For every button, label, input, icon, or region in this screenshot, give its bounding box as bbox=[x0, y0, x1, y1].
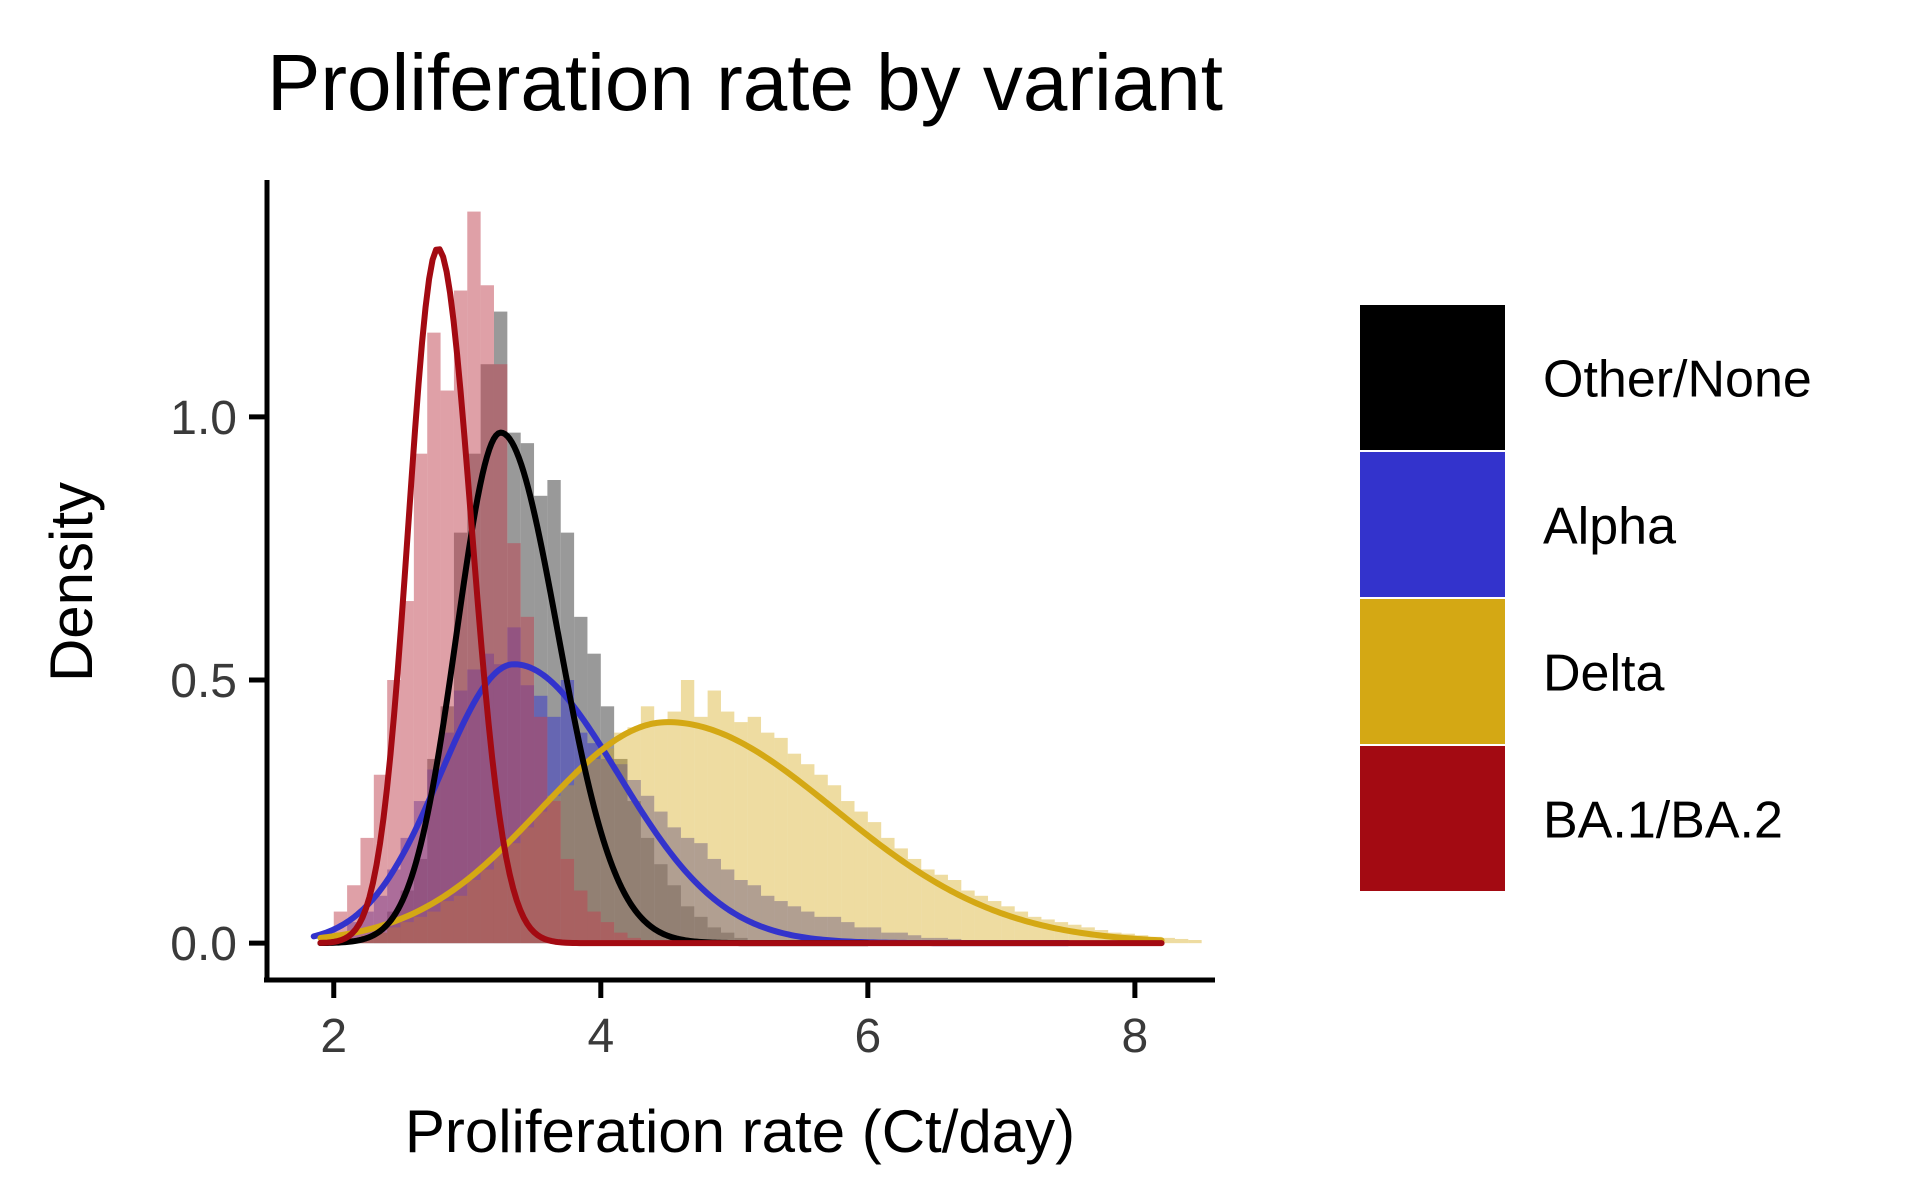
histogram-bar bbox=[907, 935, 922, 944]
histogram-bar bbox=[854, 811, 868, 944]
histogram-bar bbox=[694, 716, 708, 944]
histogram-bar bbox=[1174, 938, 1189, 944]
histogram-bar bbox=[814, 774, 828, 944]
density-curve-ba-1-ba-2 bbox=[317, 246, 1165, 947]
histogram-bar bbox=[747, 885, 762, 944]
histogram-bar bbox=[894, 848, 908, 944]
histogram-bar bbox=[520, 616, 535, 944]
histogram-bar bbox=[694, 843, 708, 944]
legend-label-ba-1-ba-2: BA.1/BA.2 bbox=[1543, 792, 1783, 850]
chart-title: Proliferation rate by variant bbox=[267, 38, 1223, 127]
legend-label-other-none: Other/None bbox=[1543, 351, 1812, 409]
histogram-bar bbox=[440, 390, 454, 944]
histogram-bar bbox=[787, 753, 802, 944]
histogram-bar bbox=[587, 911, 601, 944]
histogram-bar bbox=[640, 795, 655, 944]
histogram-bar bbox=[801, 764, 815, 944]
histogram-bar bbox=[907, 858, 922, 944]
histogram-bar bbox=[934, 874, 948, 944]
legend-label-delta: Delta bbox=[1543, 645, 1664, 703]
histogram-bar bbox=[747, 716, 762, 944]
histogram-bar bbox=[1161, 937, 1175, 944]
density-curve-delta bbox=[317, 719, 1165, 944]
histogram-bar bbox=[881, 932, 895, 944]
x-ticks: 2 4 6 8 bbox=[320, 980, 1148, 1063]
x-axis-title: Proliferation rate (Ct/day) bbox=[405, 1098, 1075, 1165]
histogram-bar bbox=[720, 711, 735, 944]
histogram-bar bbox=[894, 932, 908, 944]
histogram-bar bbox=[574, 890, 588, 944]
histogram-bar bbox=[534, 716, 548, 944]
histogram-bar bbox=[560, 858, 575, 944]
histogram-bar bbox=[480, 285, 494, 944]
histogram-bar bbox=[680, 680, 695, 944]
x-tick-label: 2 bbox=[320, 1010, 347, 1063]
histogram-bar bbox=[827, 785, 842, 944]
histogram-bar bbox=[707, 690, 721, 944]
y-tick-label: 0.5 bbox=[170, 655, 237, 708]
histogram-bar bbox=[614, 932, 628, 944]
histogram-bar bbox=[867, 822, 882, 944]
y-ticks: 0.0 0.5 1.0 bbox=[170, 392, 267, 971]
legend: Other/None Alpha Delta BA.1/BA.2 bbox=[1360, 305, 1812, 891]
histogram-bar bbox=[547, 801, 561, 944]
legend-swatch-other-none bbox=[1360, 305, 1505, 450]
histogram-bar bbox=[827, 916, 842, 944]
y-tick-label: 1.0 bbox=[170, 392, 237, 445]
histogram-bar bbox=[841, 922, 855, 944]
histogram-bar bbox=[1188, 940, 1202, 944]
histogram-bar bbox=[841, 801, 855, 944]
x-tick-label: 6 bbox=[854, 1010, 881, 1063]
x-tick-label: 8 bbox=[1122, 1010, 1149, 1063]
histogram-bar bbox=[867, 927, 882, 944]
histogram-bar bbox=[734, 722, 748, 944]
histogram-bar bbox=[881, 837, 895, 944]
histogram-bar bbox=[627, 727, 641, 944]
histogram-bar bbox=[614, 732, 628, 944]
histogram-bar bbox=[734, 880, 748, 944]
legend-swatch-delta bbox=[1360, 599, 1505, 744]
y-axis-title: Density bbox=[38, 482, 105, 682]
histogram-bar bbox=[761, 732, 775, 944]
density-curves bbox=[310, 246, 1165, 947]
legend-label-alpha: Alpha bbox=[1543, 498, 1676, 556]
legend-swatch-ba-1-ba-2 bbox=[1360, 746, 1505, 891]
histogram-bar bbox=[680, 837, 695, 944]
histogram-bar bbox=[667, 711, 681, 944]
x-tick-label: 4 bbox=[587, 1010, 614, 1063]
histogram-bar bbox=[427, 332, 441, 944]
histogram-bar bbox=[774, 737, 788, 944]
legend-swatch-alpha bbox=[1360, 452, 1505, 597]
histogram-bar bbox=[654, 722, 668, 944]
y-tick-label: 0.0 bbox=[170, 918, 237, 971]
histogram-bar bbox=[600, 922, 615, 944]
histogram-bar bbox=[574, 732, 588, 944]
histogram-bar bbox=[921, 869, 935, 944]
